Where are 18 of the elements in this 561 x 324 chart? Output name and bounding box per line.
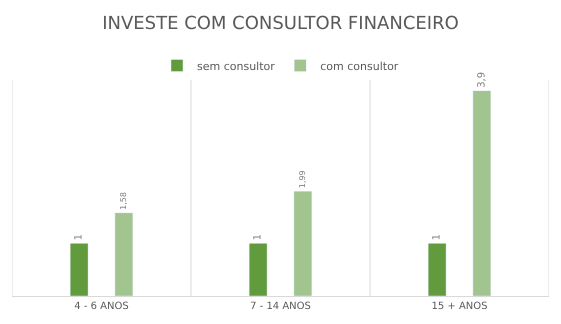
legend-label: sem consultor — [197, 60, 276, 73]
bar — [472, 90, 492, 296]
chart-title: INVESTE COM CONSULTOR FINANCEIRO — [102, 12, 459, 34]
x-tick-label: 7 - 14 ANOS — [250, 301, 311, 312]
bar — [248, 243, 268, 296]
x-tick-label: 4 - 6 ANOS — [74, 301, 129, 312]
bar — [114, 212, 134, 296]
legend-label: com consultor — [320, 60, 399, 73]
data-label: 1 — [74, 234, 85, 240]
data-label: 1 — [432, 234, 443, 240]
data-label: 3,9 — [476, 72, 488, 88]
data-label: 1,58 — [118, 192, 128, 210]
data-label: 1,99 — [298, 170, 307, 188]
data-label: 1 — [252, 234, 264, 240]
bar — [294, 191, 312, 296]
x-tick-label: 15 + ANOS — [431, 301, 488, 312]
bar — [70, 243, 88, 296]
bar — [428, 243, 446, 296]
